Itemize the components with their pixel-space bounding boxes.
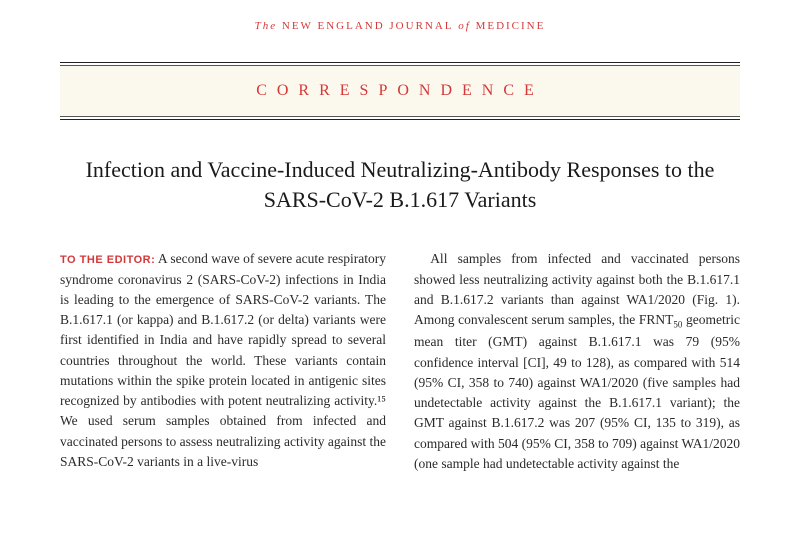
frnt-subscript: 50 (673, 320, 682, 330)
section-box: CORRESPONDENCE (60, 62, 740, 120)
journal-name-1: NEW ENGLAND JOURNAL (282, 20, 454, 32)
paragraph-1: TO THE EDITOR: A second wave of severe a… (60, 249, 386, 472)
section-label: CORRESPONDENCE (256, 82, 544, 99)
journal-prefix: The (255, 20, 278, 32)
journal-name-2: MEDICINE (476, 20, 546, 32)
journal-header: The NEW ENGLAND JOURNAL of MEDICINE (60, 20, 740, 32)
article-title: Infection and Vaccine-Induced Neutralizi… (80, 155, 720, 214)
body-text: TO THE EDITOR: A second wave of severe a… (60, 249, 740, 474)
section-box-inner: CORRESPONDENCE (60, 65, 740, 117)
paragraph-2: All samples from infected and vaccinated… (414, 249, 740, 474)
col2-text-b: geometric mean titer (GMT) against B.1.6… (414, 312, 740, 471)
col1-text: A second wave of severe acute respirator… (60, 251, 386, 469)
editor-label: TO THE EDITOR: (60, 254, 155, 266)
journal-infix: of (458, 20, 471, 32)
